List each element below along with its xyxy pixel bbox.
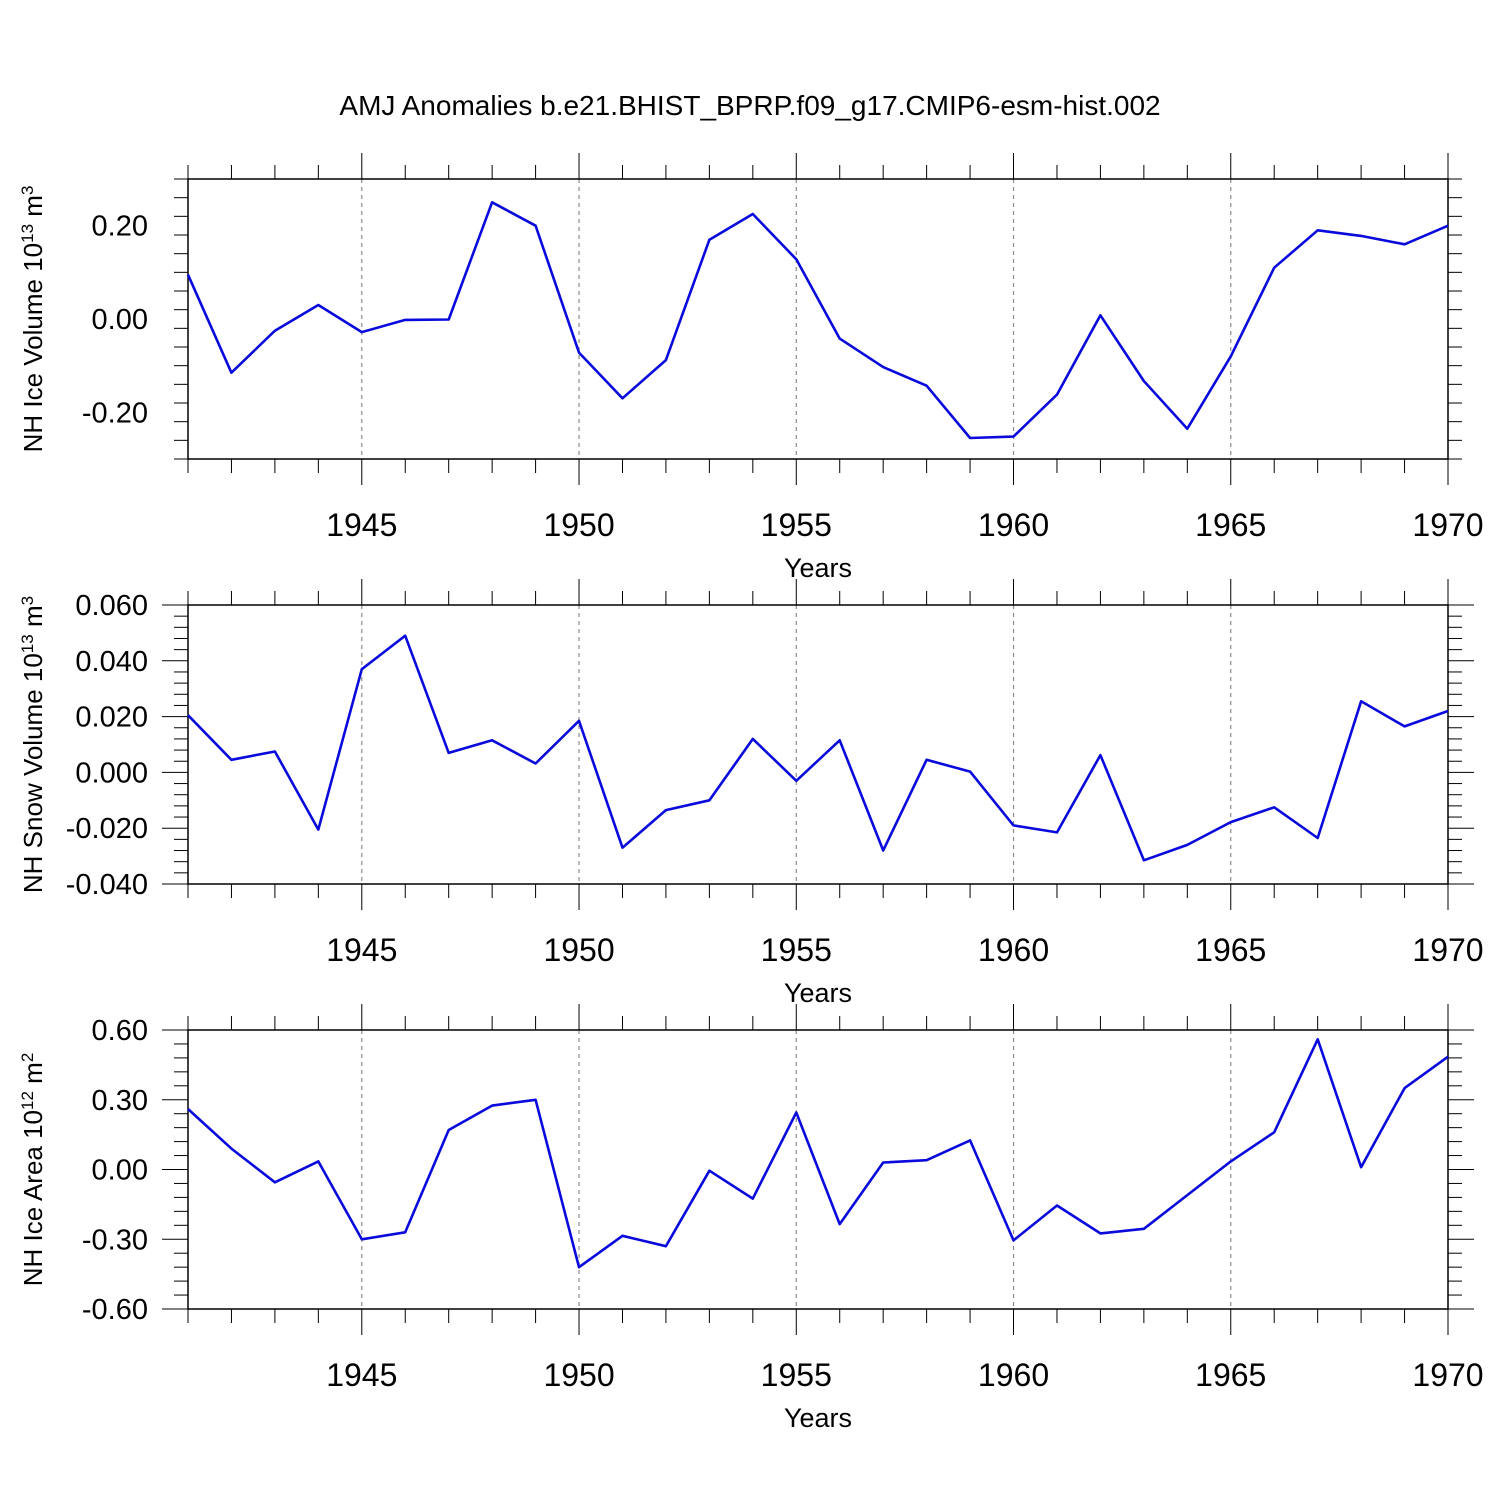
y-tick-label: 0.00 xyxy=(92,1155,148,1187)
x-tick-label: 1955 xyxy=(761,1357,832,1393)
y-axis-label: NH Snow Volume 1013 m3 xyxy=(18,596,49,893)
y-axis-label-part: m xyxy=(18,605,48,634)
x-tick-label: 1960 xyxy=(978,507,1049,543)
x-axis-label: Years xyxy=(784,978,852,1008)
y-axis-label-part: m xyxy=(18,195,48,224)
x-tick-label: 1955 xyxy=(761,507,832,543)
x-axis-label: Years xyxy=(784,553,852,583)
y-tick-label: 0.020 xyxy=(75,702,148,734)
y-axis-label-superscript: 13 xyxy=(18,224,37,243)
y-axis-label-superscript: 3 xyxy=(18,596,37,605)
x-axis-label: Years xyxy=(784,1403,852,1433)
x-tick-label: 1970 xyxy=(1412,507,1483,543)
y-axis-label-part: NH Snow Volume 10 xyxy=(18,653,48,893)
y-tick-label: -0.20 xyxy=(82,397,148,429)
plot-frame xyxy=(187,178,1449,460)
y-axis-label: NH Ice Area 1012 m2 xyxy=(18,1053,49,1287)
y-tick-label: -0.040 xyxy=(66,869,148,901)
y-axis-label-part: m xyxy=(18,1062,48,1091)
plot-frame xyxy=(187,604,1449,885)
x-tick-label: 1945 xyxy=(326,1357,397,1393)
y-axis-label-superscript: 13 xyxy=(18,634,37,653)
x-tick-label: 1945 xyxy=(326,932,397,968)
y-tick-label: 0.20 xyxy=(92,211,148,243)
y-tick-label: -0.60 xyxy=(82,1294,148,1326)
y-tick-label: -0.30 xyxy=(82,1224,148,1256)
y-axis-label-part: NH Ice Volume 10 xyxy=(18,243,48,453)
y-tick-label: -0.020 xyxy=(66,813,148,845)
chart-title: AMJ Anomalies b.e21.BHIST_BPRP.f09_g17.C… xyxy=(339,90,1160,121)
x-tick-label: 1960 xyxy=(978,932,1049,968)
y-axis-label-part: NH Ice Area 10 xyxy=(18,1110,48,1286)
panel-2: -0.040 -0.020 0.000 0.020 0.040 0.060 1945 1950… xyxy=(18,579,1484,1008)
y-tick-label: 0.30 xyxy=(92,1085,148,1117)
y-tick-label: 0.040 xyxy=(75,646,148,678)
x-tick-label: 1965 xyxy=(1195,1357,1266,1393)
x-tick-label: 1955 xyxy=(761,932,832,968)
y-axis-label-superscript: 3 xyxy=(18,186,37,195)
x-tick-label: 1960 xyxy=(978,1357,1049,1393)
panel-3: -0.60 -0.30 0.00 0.30 0.60 1945 1950 1955 1960 19… xyxy=(18,1004,1484,1433)
y-tick-label: 0.000 xyxy=(75,757,148,789)
x-tick-label: 1965 xyxy=(1195,507,1266,543)
x-tick-label: 1945 xyxy=(326,507,397,543)
series-line xyxy=(187,1038,1449,1269)
y-tick-label: 0.060 xyxy=(75,590,148,622)
x-tick-label: 1965 xyxy=(1195,932,1266,968)
y-tick-label: 0.60 xyxy=(92,1015,148,1047)
series-line xyxy=(187,634,1449,862)
x-tick-label: 1970 xyxy=(1412,1357,1483,1393)
y-tick-label: 0.00 xyxy=(92,304,148,336)
y-axis-label-superscript: 12 xyxy=(18,1091,37,1110)
y-axis-label: NH Ice Volume 1013 m3 xyxy=(18,186,49,453)
x-tick-label: 1950 xyxy=(543,932,614,968)
x-tick-label: 1950 xyxy=(543,1357,614,1393)
x-tick-label: 1970 xyxy=(1412,932,1483,968)
x-tick-label: 1950 xyxy=(543,507,614,543)
y-axis-label-superscript: 2 xyxy=(18,1053,37,1062)
chart-panels: -0.20 0.00 0.20 1945 1950 1955 1960 1965 1970 Yea… xyxy=(18,153,1484,1433)
series-line xyxy=(186,201,1449,440)
panel-1: -0.20 0.00 0.20 1945 1950 1955 1960 1965 1970 Yea… xyxy=(18,153,1484,583)
